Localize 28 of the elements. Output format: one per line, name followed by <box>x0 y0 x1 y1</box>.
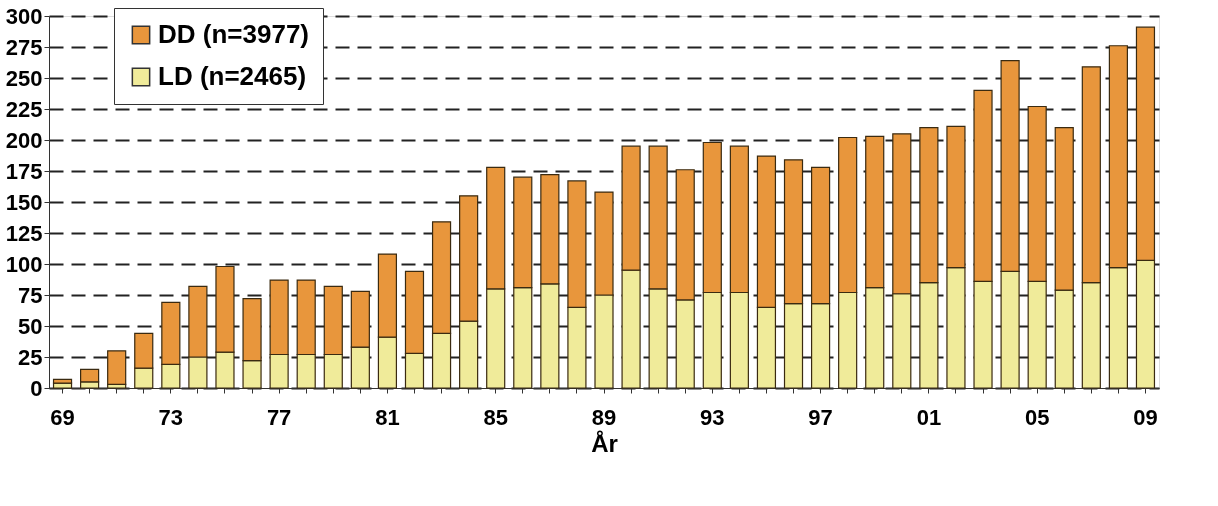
x-axis-title: År <box>591 429 618 457</box>
x-tick-label: 89 <box>591 404 617 430</box>
y-tick-label: 150 <box>5 189 43 215</box>
x-tick-label: 93 <box>700 404 725 430</box>
x-tick-label: 85 <box>483 404 508 430</box>
y-tick-label: 125 <box>5 220 43 246</box>
y-tick-label: 300 <box>5 3 43 29</box>
y-tick-label: 225 <box>5 96 43 122</box>
x-tick-label: 97 <box>808 404 833 430</box>
x-tick-label: 69 <box>50 404 75 430</box>
legend-label: DD (n=3977) <box>158 19 309 49</box>
x-tick-label: 73 <box>158 404 184 430</box>
x-tick-label: 09 <box>1133 404 1158 430</box>
y-tick-label: 175 <box>5 158 43 184</box>
y-tick-label: 275 <box>5 34 43 60</box>
y-tick-label: 25 <box>18 344 43 370</box>
y-tick-label: 100 <box>5 251 43 277</box>
legend-label: LD (n=2465) <box>158 61 307 91</box>
bar <box>107 350 127 385</box>
y-tick-label: 200 <box>5 127 43 153</box>
y-tick-label: 75 <box>18 282 43 308</box>
x-tick-label: 01 <box>916 404 942 430</box>
y-tick-label: 0 <box>30 375 43 401</box>
x-tick-label: 81 <box>375 404 400 430</box>
x-tick-label: 77 <box>266 404 292 430</box>
y-tick-label: 250 <box>5 65 43 91</box>
y-tick-label: 50 <box>18 313 43 339</box>
x-tick-label: 05 <box>1024 404 1050 430</box>
